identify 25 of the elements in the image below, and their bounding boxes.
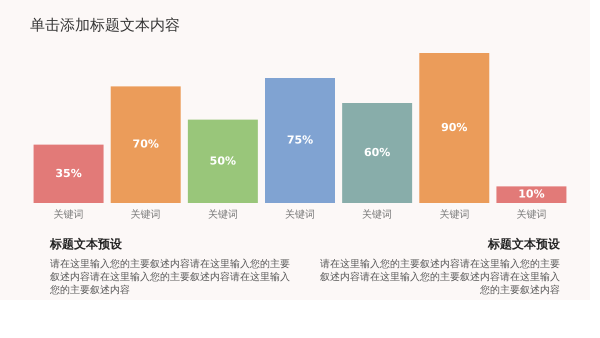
data-label: 75% xyxy=(286,134,314,146)
bar xyxy=(110,86,181,203)
data-label: 90% xyxy=(441,121,468,134)
x-tick-label: 关键词 xyxy=(439,208,470,220)
x-tick-label: 关键词 xyxy=(130,208,161,220)
bar xyxy=(34,144,104,203)
x-tick-label: 关键词 xyxy=(285,208,315,220)
data-label: 35% xyxy=(55,166,82,180)
data-label: 10% xyxy=(518,188,545,201)
text: 请在这里输入您的主要叙述内容请在这里输入您的主要叙述内容请在这里输入您的主要叙述内容请在这里输入您的主要叙述内容 xyxy=(320,258,560,296)
data-label: 60% xyxy=(364,146,390,159)
data-label: 50% xyxy=(210,154,236,168)
bar xyxy=(342,103,412,203)
text: 标题文本预设 xyxy=(487,237,561,251)
bar xyxy=(265,78,335,203)
x-tick-label: 关键词 xyxy=(208,208,238,220)
x-tick-label: 关键词 xyxy=(362,208,392,220)
chart-title: 单击添加标题文本内容 xyxy=(30,16,180,34)
x-tick-label: 关键词 xyxy=(516,208,546,220)
x-tick-label: 关键词 xyxy=(54,208,84,220)
text: 标题文本预设 xyxy=(49,237,123,251)
bar xyxy=(419,53,490,203)
text: 请在这里输入您的主要叙述内容请在这里输入您的主要叙述内容请在这里输入您的主要叙述内容请在这里输入您的主要叙述内容 xyxy=(49,258,290,296)
data-label: 70% xyxy=(132,138,159,151)
bar xyxy=(188,120,258,203)
